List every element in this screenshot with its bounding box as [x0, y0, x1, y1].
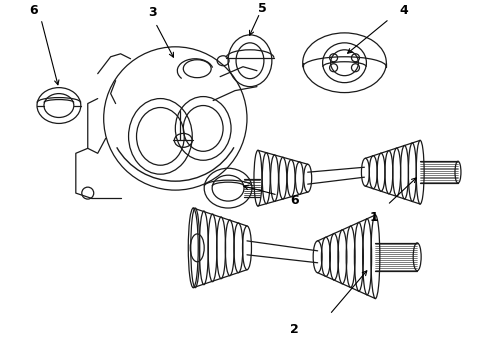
- Text: 3: 3: [148, 6, 157, 19]
- Text: 5: 5: [258, 3, 266, 15]
- Text: 4: 4: [400, 4, 409, 18]
- Text: 6: 6: [30, 4, 38, 18]
- Text: 2: 2: [291, 323, 299, 336]
- Text: 1: 1: [370, 211, 379, 225]
- Text: 6: 6: [291, 194, 299, 207]
